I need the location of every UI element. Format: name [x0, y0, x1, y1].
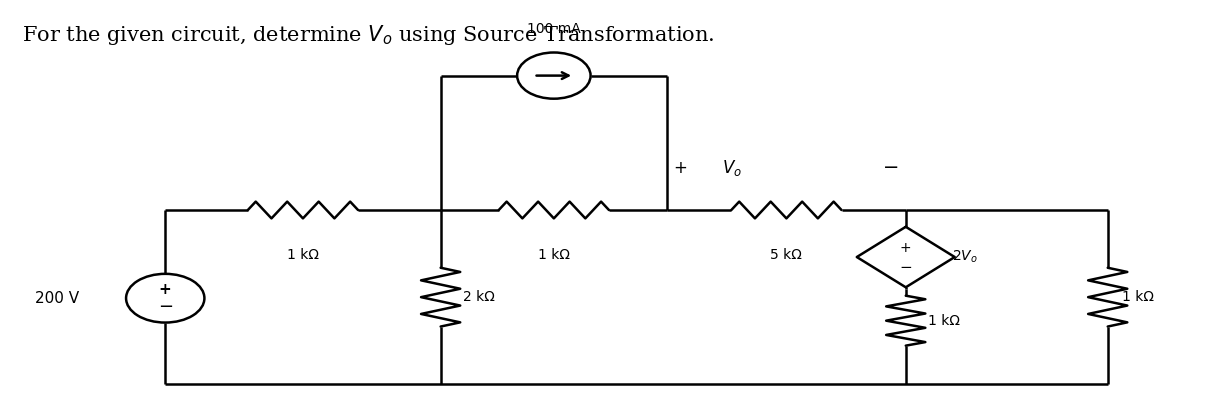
Text: 1 kΩ: 1 kΩ: [1122, 290, 1154, 304]
Text: +: +: [159, 282, 171, 297]
Text: −: −: [884, 158, 900, 178]
Text: +: +: [900, 241, 912, 255]
Text: 1 kΩ: 1 kΩ: [537, 248, 570, 262]
Text: For the given circuit, determine $V_o$ using Source Transformation.: For the given circuit, determine $V_o$ u…: [22, 23, 715, 47]
Text: 2 kΩ: 2 kΩ: [463, 290, 494, 304]
Text: −: −: [158, 298, 173, 316]
Text: −: −: [900, 260, 912, 275]
Text: 2$V_o$: 2$V_o$: [952, 249, 978, 265]
Text: 1 kΩ: 1 kΩ: [928, 314, 960, 328]
Text: +: +: [673, 159, 687, 177]
Text: 200 V: 200 V: [35, 291, 80, 306]
Text: $V_o$: $V_o$: [722, 158, 742, 178]
Text: 100 mA: 100 mA: [528, 22, 580, 36]
Text: 5 kΩ: 5 kΩ: [770, 248, 803, 262]
Text: 1 kΩ: 1 kΩ: [286, 248, 319, 262]
